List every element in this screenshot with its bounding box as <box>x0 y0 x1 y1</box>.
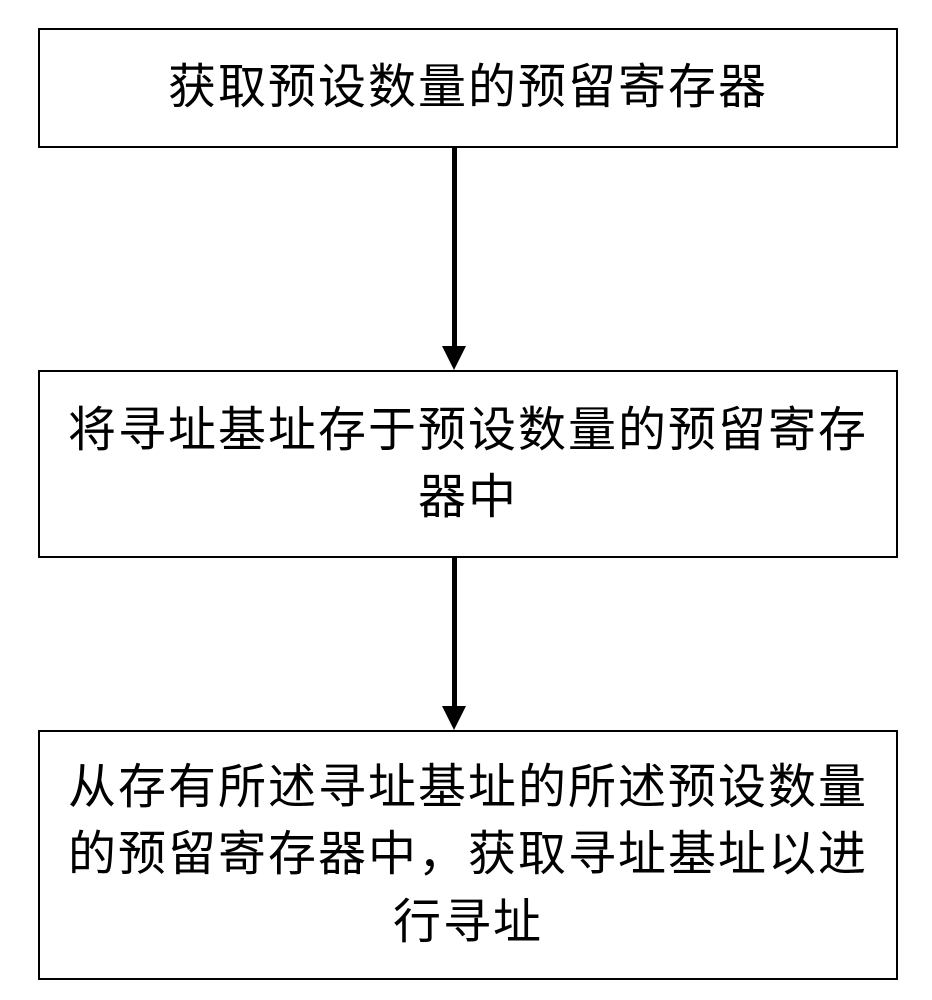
flow-node-3-label: 从存有所述寻址基址的所述预设数量的预留寄存器中，获取寻址基址以进行寻址 <box>60 754 876 956</box>
flow-edge-2-line <box>452 558 457 706</box>
flow-node-3: 从存有所述寻址基址的所述预设数量的预留寄存器中，获取寻址基址以进行寻址 <box>38 730 898 980</box>
flow-node-2: 将寻址基址存于预设数量的预留寄存器中 <box>38 370 898 558</box>
flow-node-1-label: 获取预设数量的预留寄存器 <box>168 54 768 121</box>
flow-node-1: 获取预设数量的预留寄存器 <box>38 28 898 148</box>
flow-edge-2-head <box>442 706 466 730</box>
flow-edge-1-head <box>442 346 466 370</box>
flow-edge-1-line <box>452 148 457 346</box>
flowchart-canvas: 获取预设数量的预留寄存器 将寻址基址存于预设数量的预留寄存器中 从存有所述寻址基… <box>0 0 932 1000</box>
flow-node-2-label: 将寻址基址存于预设数量的预留寄存器中 <box>60 397 876 531</box>
